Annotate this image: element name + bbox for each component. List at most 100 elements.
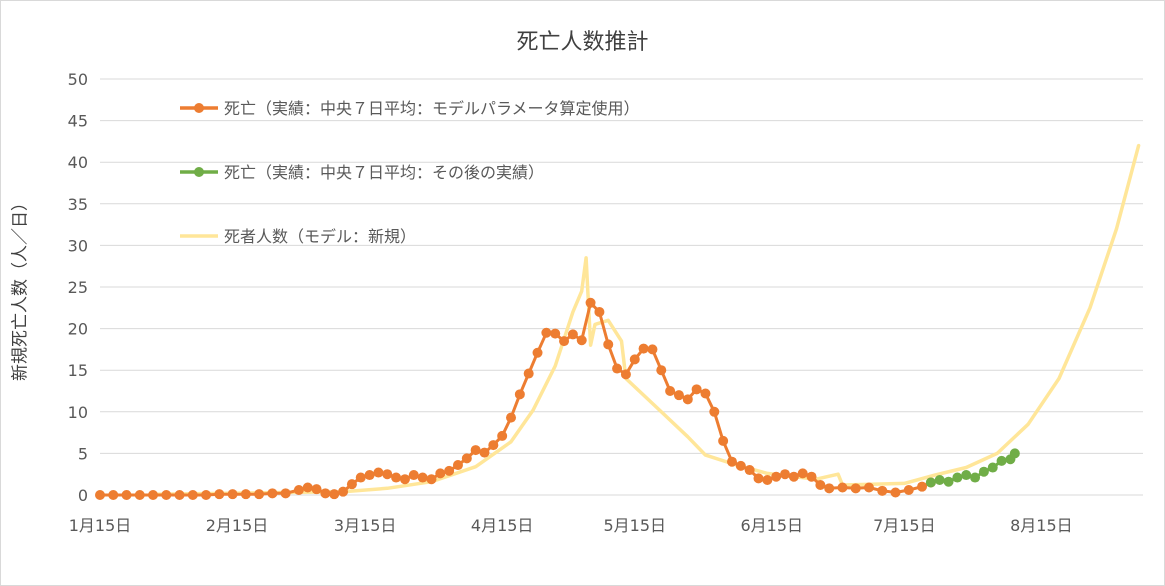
data-point [780, 469, 791, 480]
series-2 [155, 143, 1141, 496]
y-tick-label: 15 [68, 361, 88, 380]
data-point [417, 472, 428, 483]
data-point [877, 485, 888, 496]
legend-label-0: 死亡（実績：中央７日平均：モデルパラメータ算定使用） [224, 99, 640, 118]
data-point [824, 483, 835, 494]
data-point [134, 490, 145, 500]
x-tick-label: 4月15日 [471, 516, 534, 535]
data-point [797, 468, 808, 479]
data-point [302, 482, 313, 493]
data-point [665, 386, 676, 396]
data-point [201, 490, 212, 500]
data-point [673, 390, 684, 401]
y-tick-label: 10 [68, 403, 88, 422]
data-point [735, 460, 746, 471]
data-point [917, 481, 928, 492]
series-1 [925, 448, 1020, 488]
x-tick-label: 3月15日 [334, 516, 397, 535]
data-point [532, 347, 543, 358]
data-point [682, 394, 693, 405]
x-tick-label: 8月15日 [1010, 516, 1073, 535]
data-point [850, 483, 861, 494]
data-point [148, 490, 159, 500]
data-point [550, 328, 561, 339]
chart-title: 死亡人数推計 [516, 30, 649, 55]
data-point [174, 490, 185, 500]
data-point [121, 490, 132, 500]
data-point [267, 488, 278, 499]
data-point [399, 474, 410, 485]
data-point [254, 489, 265, 500]
data-point [943, 476, 954, 487]
series-line [98, 301, 933, 497]
legend: 死亡（実績：中央７日平均：モデルパラメータ算定使用） 死亡（実績：中央７日平均：そ… [180, 99, 640, 246]
series-line [155, 143, 1141, 496]
data-point [461, 453, 472, 464]
data-point [961, 470, 972, 481]
data-point [391, 472, 402, 483]
data-point [890, 487, 901, 498]
data-point [452, 460, 463, 471]
data-point [815, 480, 826, 491]
y-tick-label: 30 [68, 236, 88, 255]
legend-label-1: 死亡（実績：中央７日平均：その後の実績） [224, 163, 544, 182]
data-point [373, 467, 384, 478]
data-point [629, 354, 640, 365]
data-point [408, 470, 419, 481]
y-tick-label: 35 [68, 195, 88, 214]
y-tick-label: 25 [68, 278, 88, 297]
x-tick-label: 6月15日 [740, 516, 803, 535]
data-point [726, 456, 737, 467]
y-tick-label: 50 [68, 70, 88, 89]
data-point [435, 468, 446, 479]
data-point [523, 368, 534, 379]
data-point [700, 388, 711, 399]
series-0 [95, 297, 936, 500]
data-point [108, 490, 119, 500]
data-point [903, 485, 914, 496]
x-tick-labels: 1月15日 2月15日 3月15日 4月15日 5月15日 6月15日 7月15日 8月15日 [69, 516, 1073, 535]
data-point [576, 335, 587, 346]
data-point [709, 406, 720, 417]
gridlines [100, 78, 1143, 496]
legend-marker-0 [194, 103, 204, 113]
data-point [214, 489, 225, 500]
data-point [620, 369, 631, 380]
data-point [488, 440, 499, 451]
data-point [514, 389, 525, 400]
data-point [771, 471, 782, 482]
data-point [541, 327, 552, 338]
data-point [559, 336, 570, 347]
legend-marker-1 [194, 167, 204, 177]
data-point [603, 339, 614, 350]
data-point [187, 490, 198, 500]
data-point [329, 489, 340, 500]
data-point [996, 455, 1007, 466]
data-point [161, 490, 172, 500]
data-point [718, 435, 729, 446]
data-point [444, 465, 455, 476]
data-point [293, 485, 304, 496]
data-point [338, 486, 349, 497]
data-point [806, 471, 817, 482]
data-point [612, 363, 623, 374]
data-point [320, 488, 331, 499]
data-point [585, 297, 596, 308]
y-tick-label: 5 [78, 444, 88, 463]
data-point [95, 490, 105, 500]
data-point [382, 469, 393, 480]
data-point [280, 488, 291, 499]
data-point [934, 475, 945, 486]
data-point [863, 482, 874, 493]
data-point [506, 412, 517, 423]
data-point [970, 472, 981, 483]
legend-label-2: 死者人数（モデル：新規） [224, 227, 416, 246]
series-lines [95, 143, 1141, 500]
data-point [470, 445, 481, 456]
data-point [1009, 448, 1020, 459]
data-point [355, 472, 366, 483]
data-point [978, 466, 989, 477]
y-tick-label: 0 [78, 486, 88, 505]
data-point [567, 329, 578, 340]
